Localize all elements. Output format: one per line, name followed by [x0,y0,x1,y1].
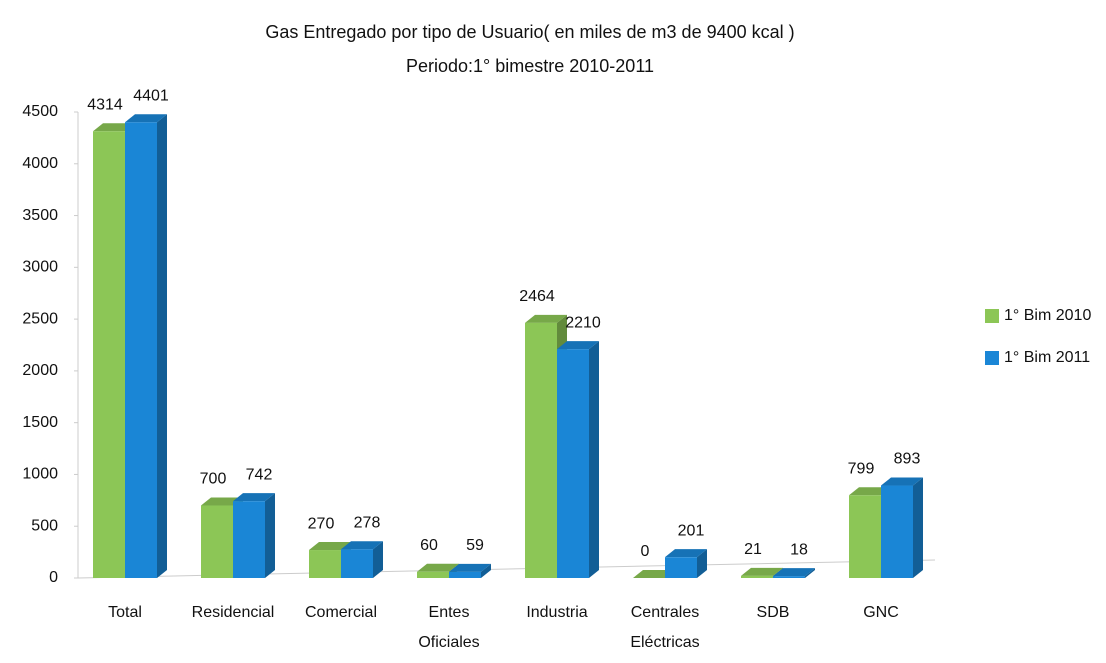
legend-label: 1° Bim 2010 [1004,307,1091,324]
data-label: 2210 [565,314,601,331]
legend-label: 1° Bim 2011 [1004,349,1090,366]
x-tick-label: Residencial [191,604,275,621]
y-tick-label: 4500 [22,103,58,120]
x-tick-label: Entes Oficiales [418,604,480,651]
data-label: 270 [308,515,335,532]
chart-subtitle: Periodo:1° bimestre 2010-2011 [406,56,654,76]
bar-side [265,493,275,578]
legend-swatch [985,351,999,365]
x-tick-label: GNC [863,604,899,621]
bar [341,549,373,578]
y-tick-label: 1500 [22,414,58,431]
bar-side [913,477,923,578]
y-tick-label: 2000 [22,362,58,379]
x-tick-label: Centrales Eléctricas [630,604,700,651]
y-tick-label: 1000 [22,466,58,483]
bar [125,122,157,578]
bar-side [805,568,815,578]
bar [557,349,589,578]
data-label: 201 [678,522,705,539]
bar [881,485,913,578]
bar [525,322,557,578]
bar [201,505,233,578]
bar-side [589,341,599,578]
x-tick-label: Total [108,604,142,621]
data-label: 4314 [87,96,123,113]
bar [309,550,341,578]
bar-side [157,114,167,578]
bar-top [233,493,275,502]
bar-top [741,567,783,576]
y-tick-label: 0 [49,569,58,586]
bar-top [125,114,167,123]
data-label: 18 [790,541,808,558]
y-tick-label: 2500 [22,310,58,327]
bar-top [633,570,675,578]
data-label: 799 [848,460,875,477]
y-tick-label: 4000 [22,155,58,172]
bar-side [373,541,383,578]
bar-side [697,549,707,578]
x-tick-label: SDB [756,604,790,621]
bar-top [557,341,599,350]
bar-top [341,541,383,550]
bar [449,571,481,578]
bar-top [201,497,243,506]
bar-top [773,568,815,577]
data-label: 0 [641,543,650,560]
bar [665,557,697,578]
bar [93,131,125,578]
bar-top [93,123,135,132]
data-label: 278 [354,514,381,531]
bar [741,575,773,578]
bar-side [481,563,491,578]
data-label: 60 [420,537,438,554]
y-tick-label: 500 [31,517,58,534]
data-label: 59 [466,537,484,554]
bar-top [665,549,707,558]
data-label: 4401 [133,87,169,104]
chart-title: Gas Entregado por tipo de Usuario( en mi… [265,22,794,42]
bar-top [881,477,923,486]
bar [849,495,881,578]
data-label: 742 [246,466,273,483]
x-tick-label: Comercial [304,604,377,621]
bar [417,571,449,578]
bar-top [449,563,491,572]
data-label: 21 [744,541,762,558]
y-tick-label: 3000 [22,259,58,276]
y-tick-label: 3500 [22,207,58,224]
bar-top [417,563,459,572]
data-label: 700 [200,471,227,488]
data-label: 893 [894,451,921,468]
bar [233,501,265,578]
x-tick-label: Industria [526,604,588,621]
bar [773,576,805,578]
bar-top [849,487,891,496]
data-label: 2464 [519,288,555,305]
bar-top [309,542,351,551]
legend-swatch [985,309,999,323]
bar-top [525,314,567,323]
